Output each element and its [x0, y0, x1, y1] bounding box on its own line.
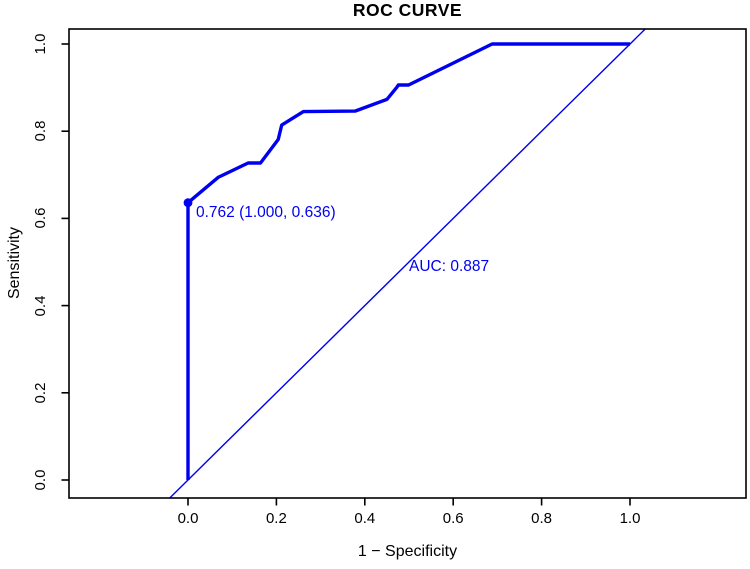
- x-tick-label: 0.2: [265, 510, 287, 527]
- x-tick-label: 0.4: [354, 510, 376, 527]
- y-tick-label: 1.0: [32, 33, 49, 55]
- x-tick-label: 0.8: [531, 510, 553, 527]
- y-tick-label: 0.4: [32, 295, 49, 317]
- x-tick-label: 0.6: [442, 510, 464, 527]
- y-tick-label: 0.8: [32, 120, 49, 142]
- threshold-point-label: 0.762 (1.000, 0.636): [196, 204, 336, 221]
- auc-annotation: AUC: 0.887: [409, 258, 490, 275]
- y-tick-label: 0.2: [32, 382, 49, 404]
- chart-title: ROC CURVE: [352, 0, 463, 20]
- roc-curve-line: [186, 42, 630, 480]
- threshold-point-marker: [183, 198, 193, 208]
- y-axis-title: Sensitivity: [6, 226, 23, 300]
- y-tick-label: 0.6: [32, 207, 49, 229]
- x-axis-title: 1 − Specificity: [357, 543, 458, 560]
- plot-border: [68, 28, 747, 499]
- x-tick-label: 1.0: [619, 510, 641, 527]
- x-tick-label: 0.0: [177, 510, 199, 527]
- y-tick-label: 0.0: [32, 469, 49, 491]
- chance-diagonal-line: [168, 29, 647, 498]
